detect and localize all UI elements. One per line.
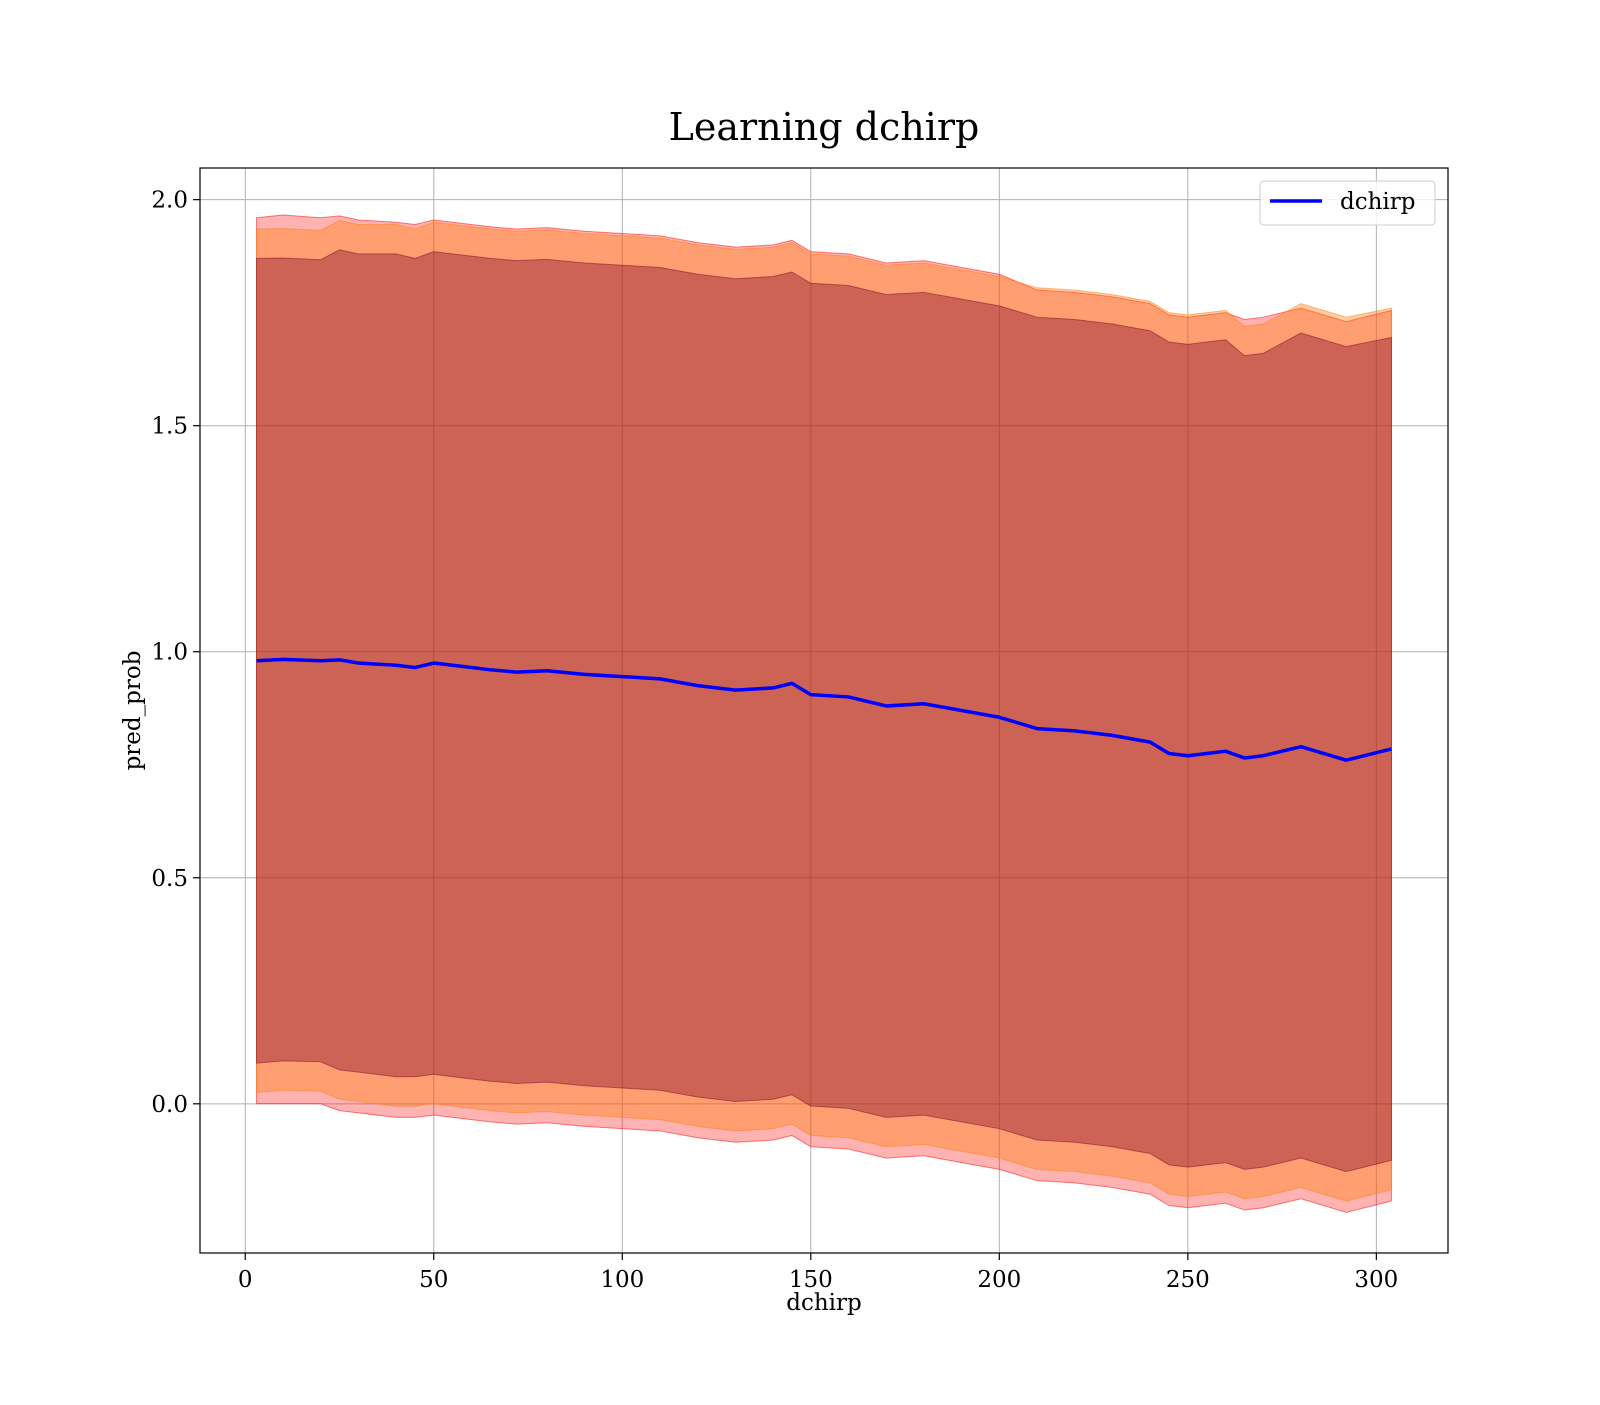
line-layer <box>256 657 1392 762</box>
y-tick-label: 1.5 <box>151 414 188 440</box>
legend-label-dchirp: dchirp <box>1340 189 1416 215</box>
x-tick-label: 150 <box>789 1267 833 1293</box>
y-tick-label: 2.0 <box>151 188 188 214</box>
band-layer <box>256 214 1392 1213</box>
series-line-dchirp <box>256 657 1392 762</box>
x-tick-label: 0 <box>238 1267 253 1293</box>
y-tick-label: 1.0 <box>151 640 188 666</box>
band-inner <box>256 249 1392 1173</box>
x-tick-label: 200 <box>977 1267 1021 1293</box>
chart-title: Learning dchirp <box>669 105 980 149</box>
x-tick-label: 100 <box>600 1267 644 1293</box>
x-tick-label: 250 <box>1166 1267 1210 1293</box>
band-middle <box>256 219 1392 1202</box>
x-tick-label: 50 <box>419 1267 448 1293</box>
tick-layer: 0 50 100 150 200 250 300 0.0 0.5 1.0 1.5 2.0 <box>151 188 1398 1293</box>
grid-layer <box>200 168 1448 1253</box>
x-tick-label: 300 <box>1354 1267 1398 1293</box>
plot-frame <box>199 167 1449 1254</box>
y-axis-label: pred_prob <box>120 651 146 771</box>
band-outer <box>256 214 1392 1213</box>
legend: dchirp <box>1259 180 1436 226</box>
x-axis-label: dchirp <box>786 1290 862 1316</box>
y-tick-label: 0.5 <box>151 866 188 892</box>
legend-box <box>1259 180 1436 226</box>
y-tick-label: 0.0 <box>151 1092 188 1118</box>
